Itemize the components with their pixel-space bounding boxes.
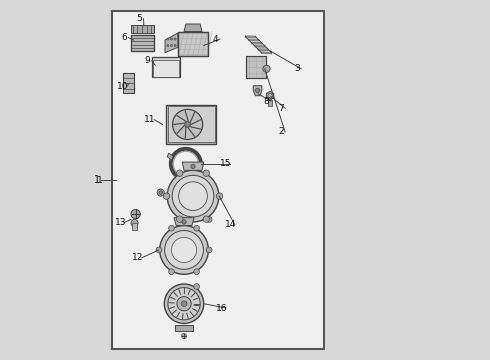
Circle shape (176, 216, 183, 222)
Circle shape (174, 38, 176, 40)
Bar (166, 105, 216, 144)
Circle shape (169, 269, 174, 275)
Circle shape (171, 44, 172, 46)
Circle shape (182, 220, 186, 224)
Circle shape (194, 225, 199, 231)
Circle shape (176, 170, 183, 176)
Circle shape (172, 109, 203, 139)
Circle shape (167, 170, 219, 222)
Text: 1: 1 (97, 176, 102, 185)
Text: 2: 2 (278, 127, 284, 136)
Circle shape (181, 333, 187, 338)
Circle shape (131, 220, 138, 226)
Circle shape (203, 216, 210, 222)
Circle shape (181, 301, 187, 307)
Circle shape (156, 247, 162, 253)
Bar (175, 325, 193, 331)
Circle shape (174, 44, 176, 46)
Circle shape (131, 210, 140, 219)
Bar (123, 73, 134, 93)
Text: 8: 8 (264, 96, 270, 105)
Circle shape (159, 191, 163, 194)
Circle shape (185, 122, 191, 127)
Circle shape (179, 182, 207, 211)
Bar (152, 57, 180, 77)
Bar (178, 32, 208, 56)
Text: 15: 15 (220, 159, 231, 168)
Bar (246, 56, 266, 78)
Circle shape (191, 164, 195, 168)
Polygon shape (182, 162, 204, 170)
Circle shape (172, 175, 214, 217)
Bar (131, 35, 154, 51)
Circle shape (163, 193, 170, 199)
Bar (168, 107, 215, 142)
Circle shape (216, 193, 223, 199)
Text: 7: 7 (278, 104, 284, 113)
Circle shape (167, 44, 169, 46)
Polygon shape (184, 24, 202, 32)
Text: 10: 10 (117, 82, 128, 91)
Bar (153, 60, 179, 77)
Bar (132, 223, 137, 230)
Polygon shape (165, 33, 178, 53)
Circle shape (171, 38, 172, 40)
Circle shape (206, 217, 212, 222)
Text: 6: 6 (121, 33, 127, 42)
Circle shape (206, 247, 212, 253)
Polygon shape (267, 91, 274, 100)
Text: 5: 5 (136, 14, 142, 23)
Bar (178, 32, 208, 56)
Text: 12: 12 (132, 253, 143, 262)
Bar (112, 12, 324, 348)
Text: 16: 16 (216, 303, 227, 312)
Polygon shape (174, 218, 194, 226)
Text: 14: 14 (225, 220, 236, 229)
Circle shape (255, 88, 260, 93)
Text: 13: 13 (115, 218, 126, 227)
Circle shape (164, 284, 204, 323)
Circle shape (172, 237, 196, 262)
Circle shape (194, 269, 199, 275)
Bar (246, 56, 266, 78)
Text: 3: 3 (294, 64, 300, 73)
Circle shape (168, 288, 200, 320)
Polygon shape (253, 86, 262, 96)
Text: 11: 11 (144, 115, 156, 124)
Circle shape (268, 94, 272, 98)
Circle shape (194, 284, 199, 289)
Text: 4: 4 (213, 35, 219, 44)
Circle shape (203, 170, 210, 176)
Circle shape (157, 189, 164, 196)
Polygon shape (167, 153, 173, 160)
Bar (269, 100, 272, 106)
Circle shape (160, 226, 208, 274)
Circle shape (167, 38, 169, 40)
Circle shape (165, 230, 203, 269)
Bar (131, 26, 154, 33)
Bar (131, 35, 154, 51)
Circle shape (169, 225, 174, 231)
Circle shape (263, 65, 270, 72)
Circle shape (177, 297, 191, 311)
Text: 9: 9 (145, 57, 150, 66)
Text: 1: 1 (94, 175, 100, 185)
